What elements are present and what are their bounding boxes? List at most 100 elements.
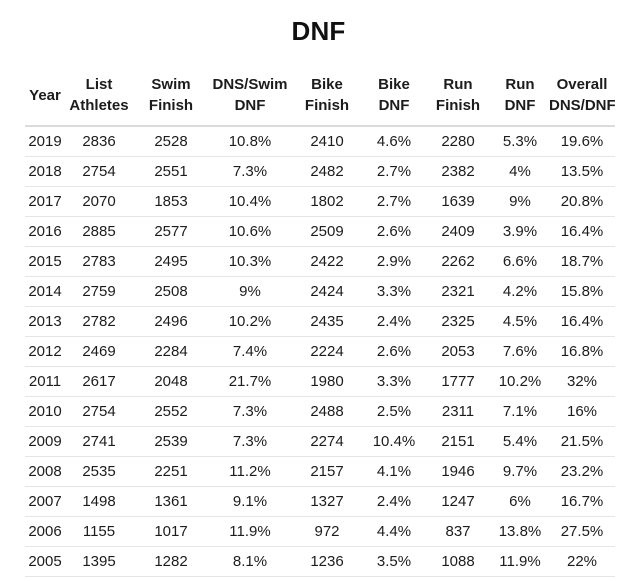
table-cell: 2284 [133,336,209,367]
table-row: 2015 2783 2495 10.3% 2422 2.9% 2262 6.6% 18.7% [25,246,615,277]
table-cell: 9.7% [491,456,549,487]
table-cell: 16.8% [549,336,615,367]
table-cell: 4% [491,156,549,187]
table-row: 2013 2782 2496 10.2% 2435 2.4% 2325 4.5% 16.4% [25,306,615,337]
table-cell: 4.2% [491,276,549,307]
year-cell: 2007 [25,486,65,517]
table-cell: 2495 [133,246,209,277]
year-cell: 2019 [25,126,65,157]
table-cell: 7.4% [209,336,291,367]
table-cell: 4.5% [491,306,549,337]
column-header-line: DNF [378,97,410,114]
table-cell: 2551 [133,156,209,187]
table-cell: 1361 [133,486,209,517]
table-cell: 13.8% [491,516,549,547]
table-cell: 4.6% [363,126,425,157]
table-cell: 1946 [425,456,491,487]
table-cell: 2469 [65,336,133,367]
table-cell: 2224 [291,336,363,367]
table-cell: 2157 [291,456,363,487]
table-cell: 2435 [291,306,363,337]
table-cell: 2274 [291,426,363,457]
table-row: 2017 2070 1853 10.4% 1802 2.7% 1639 9% 20.8% [25,186,615,217]
year-cell: 2006 [25,516,65,547]
column-header: Run Finish [425,70,491,127]
table-row: 2019 2836 2528 10.8% 2410 4.6% 2280 5.3% 19.6% [25,126,615,157]
table-row: 2006 1155 1017 11.9% 972 4.4% 837 13.8% 27.5% [25,516,615,547]
column-header: DNS/Swim DNF [209,70,291,127]
table-cell: 1395 [65,546,133,577]
table-cell: 9% [491,186,549,217]
table-cell: 5.3% [491,126,549,157]
table-cell: 1017 [133,516,209,547]
table-cell: 2325 [425,306,491,337]
table-cell: 2508 [133,276,209,307]
column-header: Bike DNF [363,70,425,127]
table-row: 2009 2741 2539 7.3% 2274 10.4% 2151 5.4% 21.5% [25,426,615,457]
table-cell: 2482 [291,156,363,187]
column-header: Bike Finish [291,70,363,127]
column-header: Run DNF [491,70,549,127]
table-cell: 7.6% [491,336,549,367]
column-header-line: List [85,76,113,93]
year-cell: 2005 [25,546,65,577]
column-header-line: DNF [234,97,266,114]
table-cell: 3.5% [363,546,425,577]
table-cell: 27.5% [549,516,615,547]
column-header-line: Finish [148,97,194,114]
table-cell: 4.4% [363,516,425,547]
table-cell: 9% [209,276,291,307]
year-cell: 2012 [25,336,65,367]
year-cell: 2010 [25,396,65,427]
table-cell: 2.4% [363,306,425,337]
table-cell: 2783 [65,246,133,277]
table-cell: 2382 [425,156,491,187]
column-header-line: DNF [504,97,536,114]
table-cell: 2496 [133,306,209,337]
table-cell: 2422 [291,246,363,277]
column-header-line: Year [29,86,61,104]
table-cell: 2409 [425,216,491,247]
table-cell: 2321 [425,276,491,307]
table-cell: 1980 [291,366,363,397]
table-cell: 16% [549,396,615,427]
table-cell: 7.3% [209,156,291,187]
table-row: 2005 1395 1282 8.1% 1236 3.5% 1088 11.9% 22% [25,546,615,577]
table-cell: 1088 [425,546,491,577]
table-cell: 8.1% [209,546,291,577]
table-cell: 2311 [425,396,491,427]
table-cell: 2048 [133,366,209,397]
table-cell: 16.4% [549,306,615,337]
column-header: Overall DNS/DNF [549,70,615,127]
column-header-line: Bike [378,76,410,93]
table-cell: 9.1% [209,486,291,517]
column-header: List Athletes [65,70,133,127]
table-row: 2007 1498 1361 9.1% 1327 2.4% 1247 6% 16.7% [25,486,615,517]
table-cell: 2.4% [363,486,425,517]
table-cell: 1327 [291,486,363,517]
column-header-line: Bike [311,76,343,93]
table-cell: 22% [549,546,615,577]
table-row: 2012 2469 2284 7.4% 2224 2.6% 2053 7.6% 16.8% [25,336,615,367]
table-cell: 7.3% [209,426,291,457]
table-cell: 2424 [291,276,363,307]
table-cell: 2741 [65,426,133,457]
year-cell: 2008 [25,456,65,487]
table-header: Year List Athletes Swim Finish DNS/Swim DNF Bik… [25,70,615,127]
column-header-line: Athletes [69,97,129,114]
table-cell: 1639 [425,186,491,217]
table-cell: 5.4% [491,426,549,457]
column-header-line: Run [505,76,535,93]
table-cell: 2885 [65,216,133,247]
table-cell: 2.5% [363,396,425,427]
table-cell: 11.9% [209,516,291,547]
table-cell: 1236 [291,546,363,577]
year-cell: 2011 [25,366,65,397]
column-header-line: Overall [556,76,608,93]
table-cell: 1498 [65,486,133,517]
table-cell: 2754 [65,396,133,427]
table-cell: 1282 [133,546,209,577]
table-cell: 10.2% [491,366,549,397]
table-cell: 2280 [425,126,491,157]
table-cell: 10.4% [363,426,425,457]
